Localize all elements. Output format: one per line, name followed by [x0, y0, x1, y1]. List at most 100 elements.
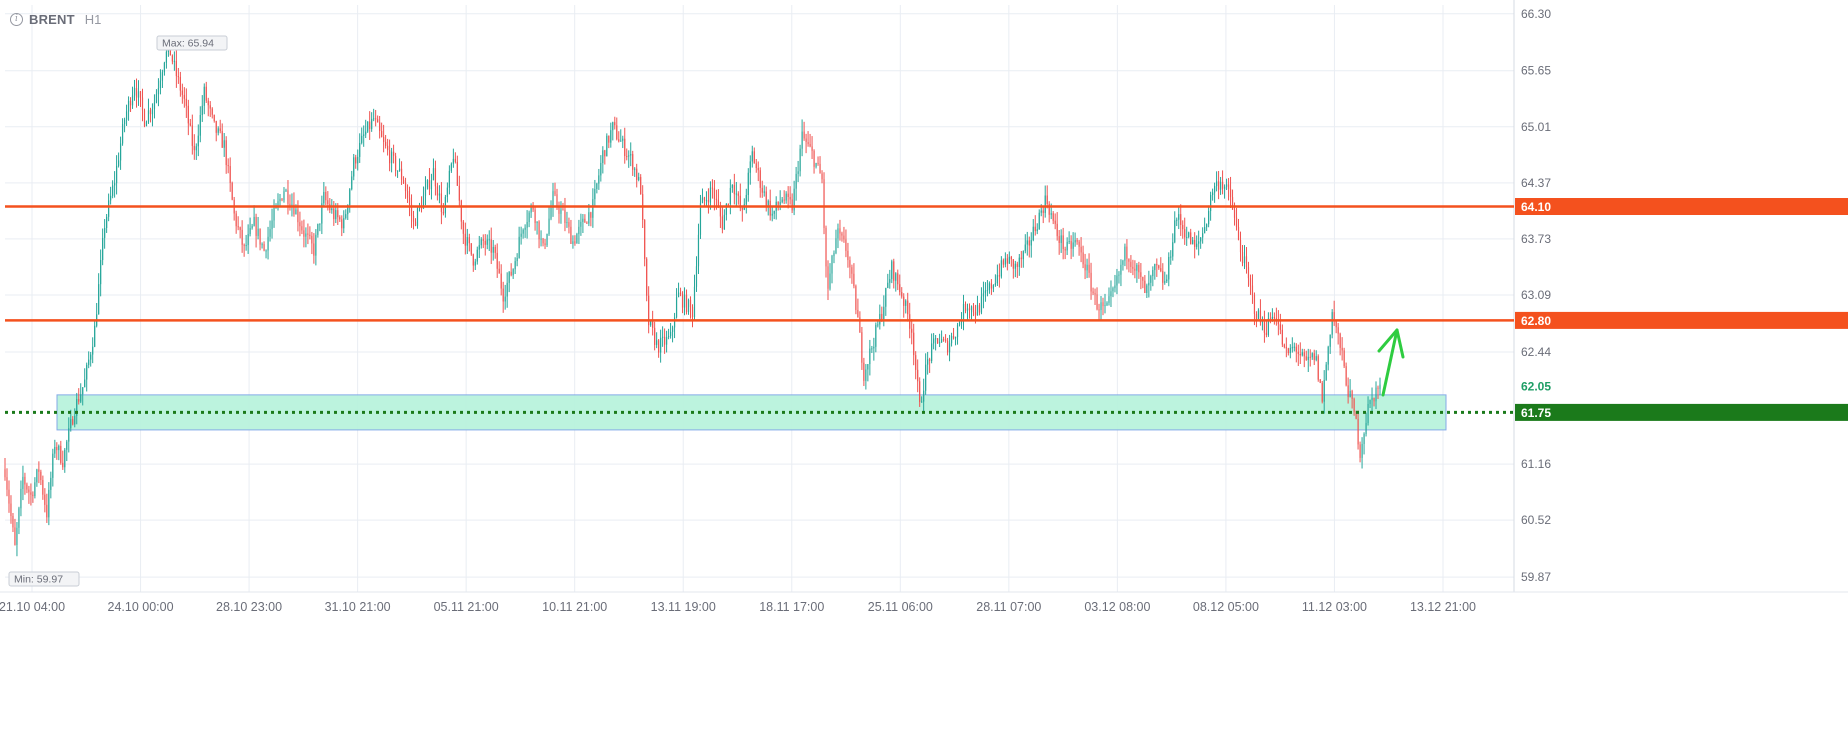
candle-body: [299, 222, 301, 227]
candle-body: [1208, 211, 1210, 225]
candle-body: [94, 325, 96, 347]
candle-body: [163, 62, 166, 73]
x-tick-label: 28.11 07:00: [976, 600, 1041, 614]
support-zone[interactable]: [56, 394, 1447, 431]
candle-body: [78, 398, 80, 402]
candle-body: [1054, 220, 1056, 224]
candle-body: [1044, 195, 1046, 213]
candle-body: [1233, 209, 1236, 218]
candle-body: [1227, 184, 1230, 189]
candle-body: [1048, 203, 1050, 215]
candle-body: [161, 72, 164, 81]
candle-body: [594, 188, 596, 200]
y-tick-label: 60.52: [1521, 513, 1551, 527]
candle-body: [584, 218, 586, 223]
candle-body: [355, 157, 357, 164]
candle-body: [827, 266, 829, 289]
candle-body: [337, 210, 339, 218]
candle-body: [1036, 229, 1038, 232]
candle-body: [1098, 309, 1100, 311]
candle-body: [1247, 267, 1250, 279]
candle-body: [660, 337, 662, 353]
candle-body: [1126, 246, 1128, 259]
candle-body: [731, 184, 733, 188]
candle-body: [62, 462, 64, 468]
candle-body: [153, 102, 156, 109]
candle-body: [795, 173, 797, 189]
candle-body: [1315, 356, 1317, 360]
candle-body: [831, 256, 833, 274]
candle-body: [630, 154, 632, 156]
candle-body: [488, 239, 490, 241]
candle-body: [117, 160, 120, 166]
candle-body: [654, 327, 656, 345]
timeframe-label[interactable]: H1: [84, 12, 102, 27]
candle-body: [773, 210, 775, 214]
candle-body: [201, 105, 203, 116]
candle-body: [1034, 226, 1036, 232]
candle-body: [1084, 264, 1086, 271]
candle-body: [982, 293, 985, 297]
horizontal-levels[interactable]: 64.10 62.80 61.75 62.05: [5, 198, 1848, 421]
candle-body: [1190, 232, 1192, 245]
candle-body: [165, 51, 168, 63]
candle-body: [1341, 347, 1343, 351]
time-axis[interactable]: 21.10 04:00 24.10 00:00 28.10 23:00 31.10 2…: [0, 591, 1848, 614]
candle-body: [189, 123, 191, 126]
info-icon[interactable]: i: [10, 13, 23, 26]
candle-body: [225, 140, 227, 166]
candle-body: [921, 401, 923, 403]
candle-body: [919, 381, 921, 402]
x-tick-label: 05.11 21:00: [434, 600, 499, 614]
candle-body: [685, 294, 688, 312]
candle-body: [650, 321, 652, 326]
candle-body: [520, 233, 522, 237]
candle-body: [1255, 313, 1258, 319]
candle-body: [528, 212, 530, 222]
candle-body: [697, 234, 700, 267]
candle-body: [381, 130, 383, 137]
candle-body: [608, 135, 610, 143]
candle-body: [952, 335, 955, 339]
candle-body: [1180, 214, 1182, 225]
candle-body: [958, 322, 961, 326]
candle-body: [1223, 186, 1226, 189]
candle-body: [193, 145, 195, 151]
candle-body: [121, 124, 124, 144]
x-tick-label: 03.12 08:00: [1084, 600, 1150, 614]
candle-body: [1289, 347, 1291, 354]
candle-body: [636, 168, 638, 180]
candle-body: [1026, 240, 1028, 245]
current-price-label: 62.05: [1521, 380, 1551, 394]
candle-body: [247, 234, 249, 246]
candle-body: [359, 142, 361, 157]
candle-body: [139, 91, 142, 98]
level-tag: [1515, 198, 1848, 216]
candle-body: [927, 359, 929, 365]
candle-body: [1154, 263, 1156, 271]
candle-body: [727, 203, 729, 205]
candle-body: [759, 170, 761, 188]
candle-body: [638, 177, 640, 180]
candle-body: [616, 125, 618, 140]
candle-body: [317, 224, 319, 235]
candle-body: [245, 245, 247, 247]
candle-body: [1072, 242, 1074, 249]
candle-body: [1068, 241, 1070, 243]
candle-body: [410, 204, 413, 216]
candle-body: [705, 200, 708, 202]
candle-body: [763, 191, 765, 193]
candle-body: [112, 185, 114, 196]
candle-body: [1020, 257, 1022, 260]
candle-body: [42, 480, 44, 495]
candle-body: [1243, 256, 1246, 264]
candle-body: [632, 154, 634, 170]
candle-body: [751, 151, 753, 162]
candle-body: [719, 206, 721, 217]
price-axis[interactable]: 66.30 65.65 65.01 64.37 63.73 63.09 62.44 61.16…: [1521, 7, 1551, 584]
candle-body: [628, 155, 630, 157]
candle-body: [313, 243, 315, 256]
level-tag-label: 61.75: [1521, 406, 1551, 420]
candle-body: [363, 134, 365, 136]
